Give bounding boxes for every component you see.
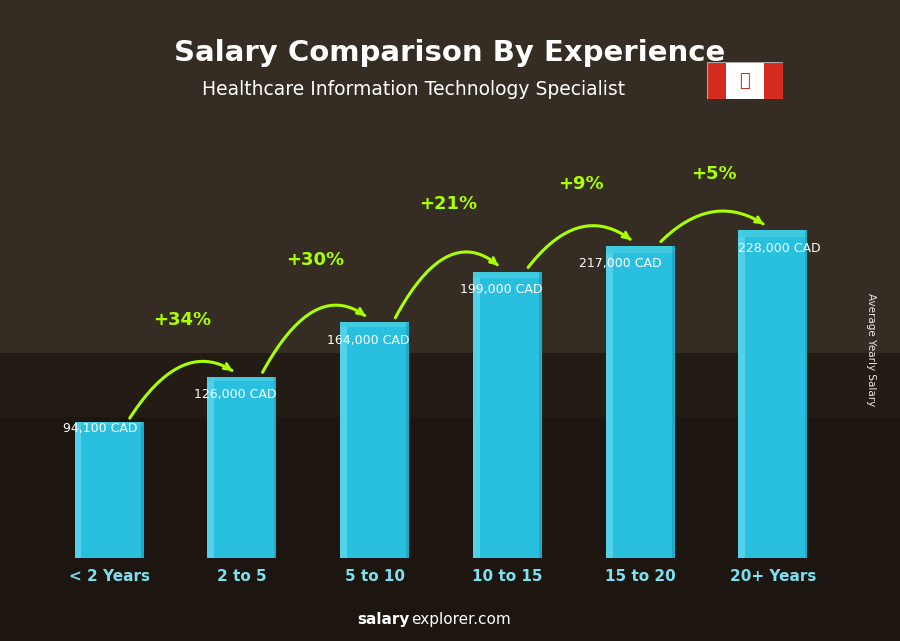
Text: 🍁: 🍁 xyxy=(740,72,750,90)
Bar xyxy=(606,246,675,558)
Bar xyxy=(472,272,542,558)
Bar xyxy=(725,62,764,99)
Text: 164,000 CAD: 164,000 CAD xyxy=(327,333,410,347)
Text: 228,000 CAD: 228,000 CAD xyxy=(738,242,821,254)
Text: +21%: +21% xyxy=(418,195,477,213)
Bar xyxy=(738,230,807,237)
Bar xyxy=(472,272,480,558)
Text: 199,000 CAD: 199,000 CAD xyxy=(460,283,542,296)
Bar xyxy=(140,422,144,558)
Bar xyxy=(606,246,613,558)
Bar xyxy=(738,230,745,558)
Bar xyxy=(706,62,725,99)
Bar xyxy=(75,422,144,426)
Bar xyxy=(764,62,783,99)
Bar xyxy=(207,377,276,558)
Bar xyxy=(207,377,276,381)
Text: Salary Comparison By Experience: Salary Comparison By Experience xyxy=(175,39,725,67)
Text: salary: salary xyxy=(357,612,410,627)
Bar xyxy=(738,230,807,558)
Bar xyxy=(472,272,542,278)
Bar xyxy=(606,246,675,253)
Bar xyxy=(207,377,214,558)
Text: Average Yearly Salary: Average Yearly Salary xyxy=(866,293,877,406)
Bar xyxy=(340,322,410,558)
Bar xyxy=(340,322,410,328)
Bar xyxy=(75,422,81,558)
Text: +5%: +5% xyxy=(690,165,736,183)
Bar xyxy=(274,377,276,558)
Bar xyxy=(340,322,347,558)
Text: 126,000 CAD: 126,000 CAD xyxy=(194,388,276,401)
Bar xyxy=(805,230,807,558)
Text: +34%: +34% xyxy=(153,312,211,329)
Bar xyxy=(539,272,542,558)
Text: 217,000 CAD: 217,000 CAD xyxy=(579,258,662,271)
Bar xyxy=(75,422,144,558)
Text: Healthcare Information Technology Specialist: Healthcare Information Technology Specia… xyxy=(202,80,626,99)
Text: +30%: +30% xyxy=(286,251,344,269)
Text: explorer.com: explorer.com xyxy=(411,612,511,627)
Text: +9%: +9% xyxy=(558,175,604,193)
Bar xyxy=(672,246,675,558)
Text: 94,100 CAD: 94,100 CAD xyxy=(63,422,137,435)
Bar xyxy=(407,322,410,558)
